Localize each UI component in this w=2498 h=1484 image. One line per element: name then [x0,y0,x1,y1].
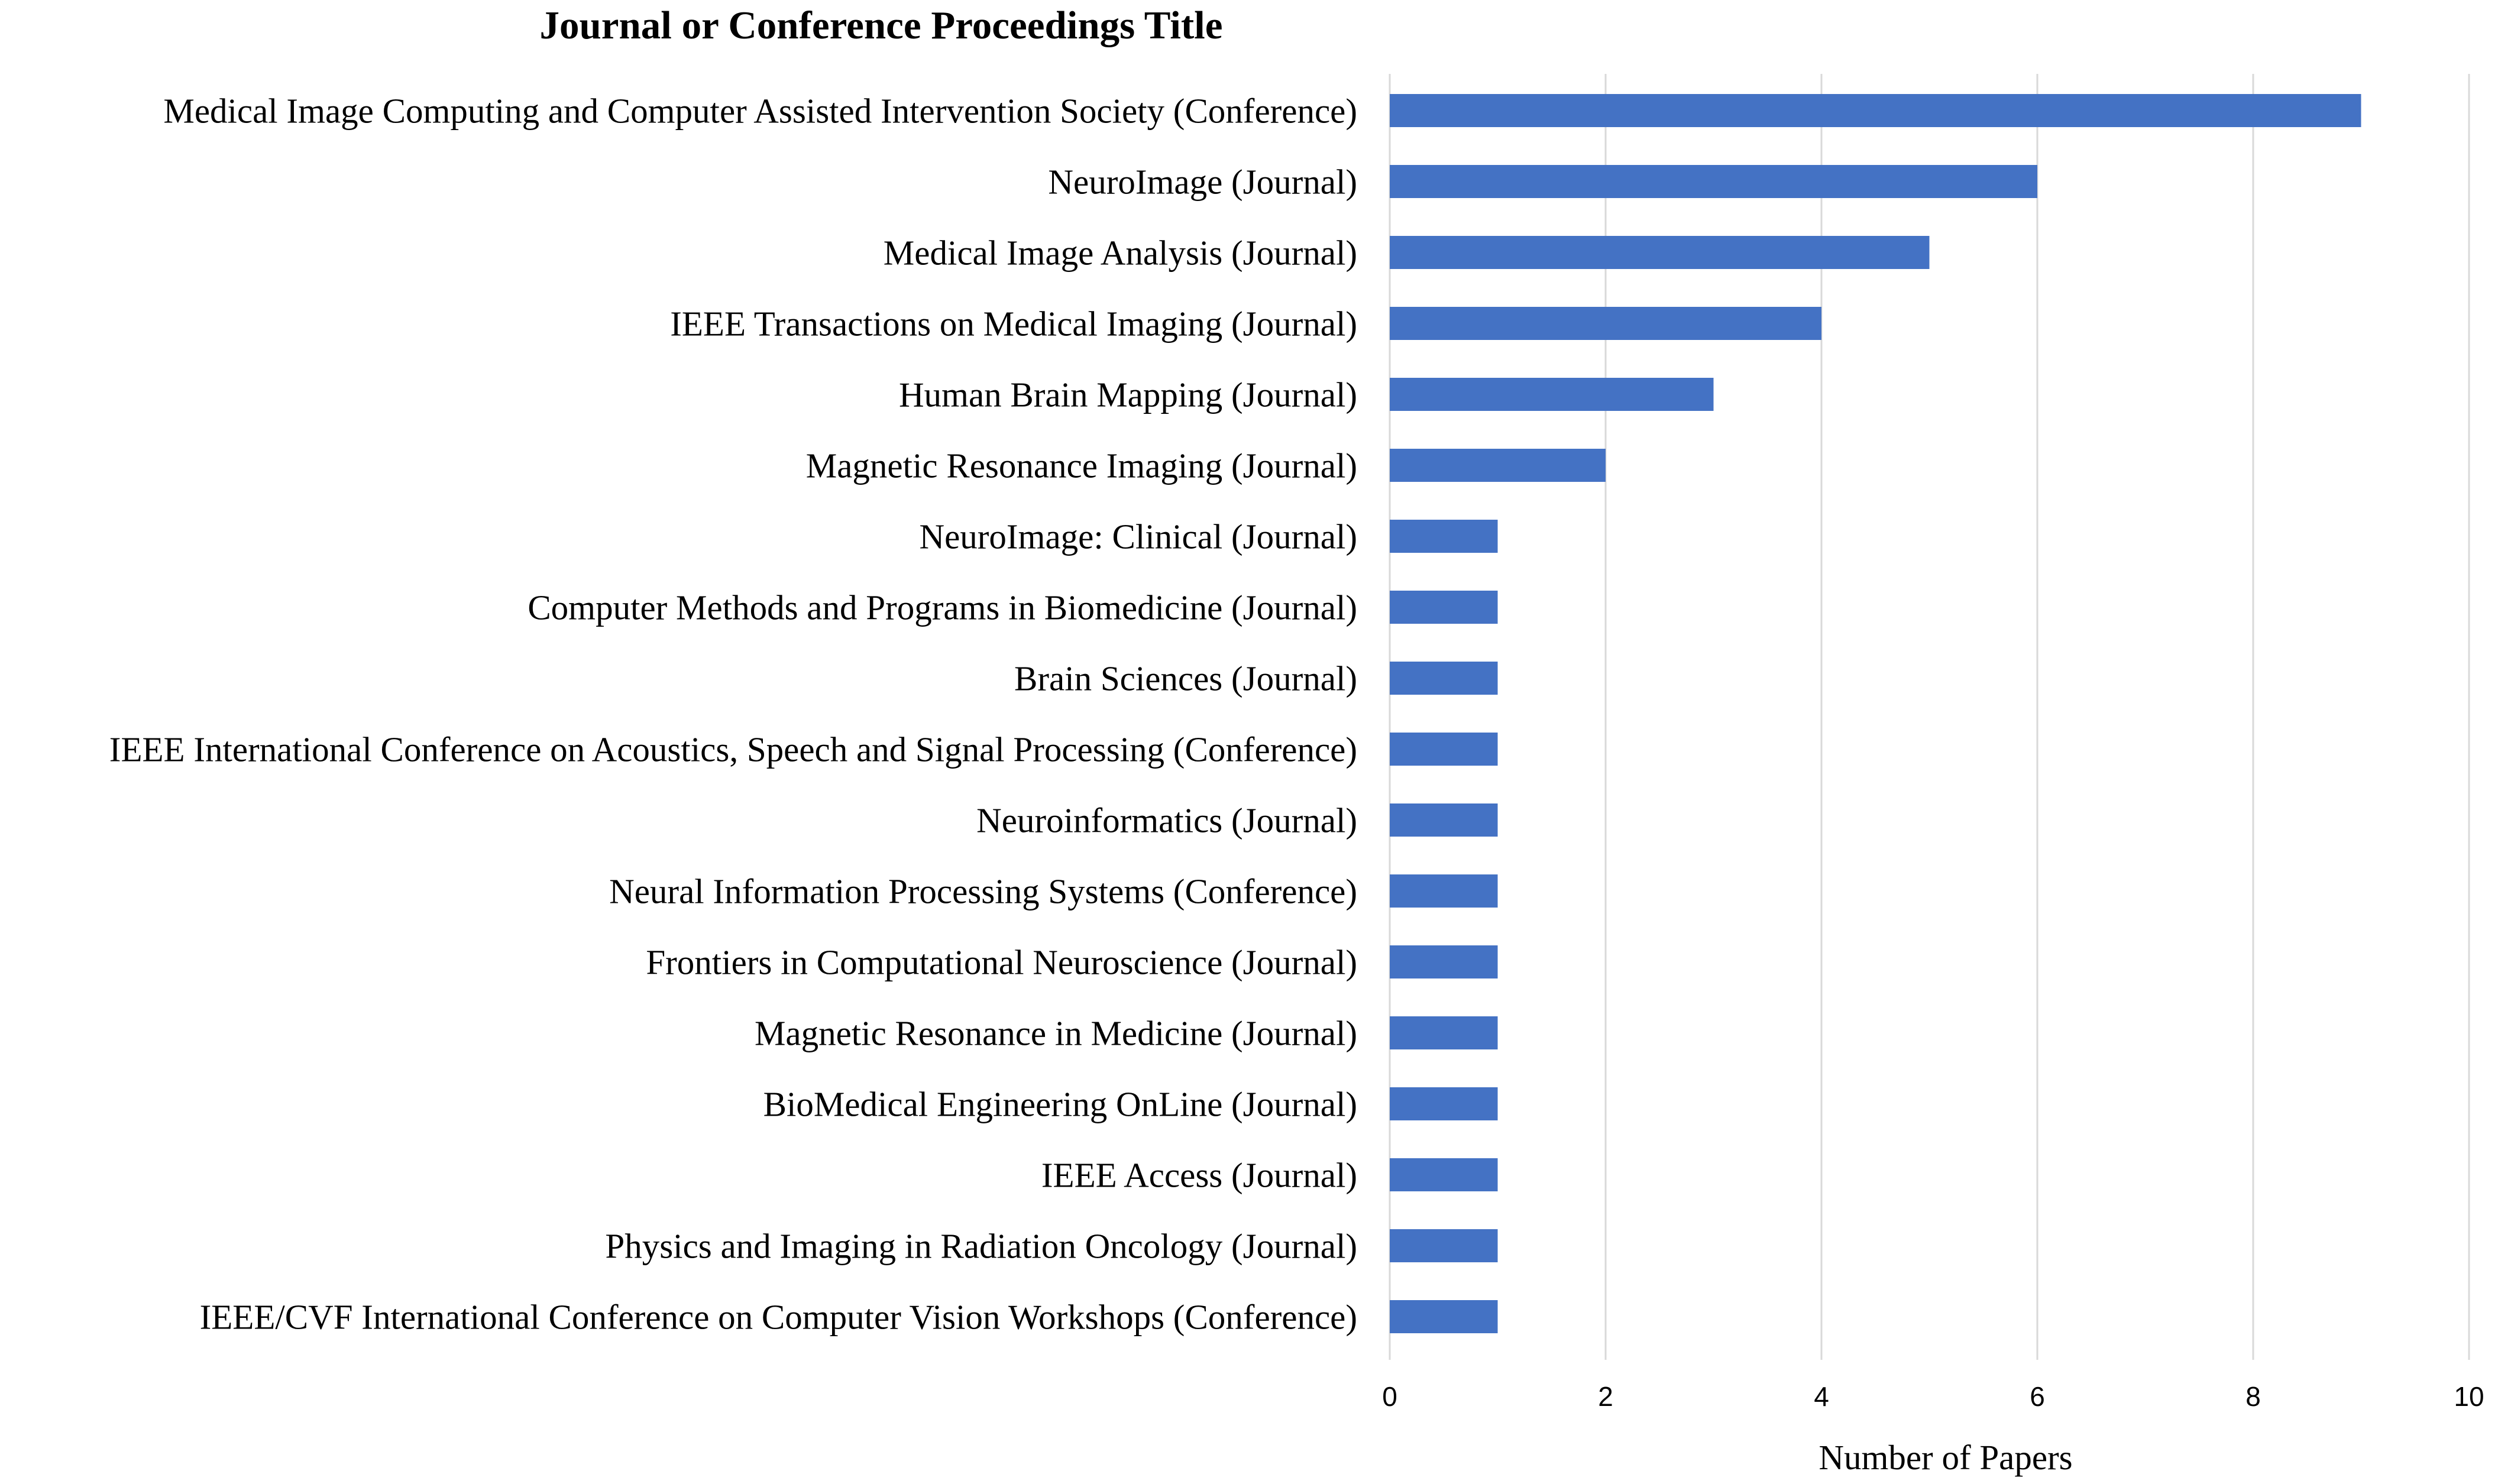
bar [1390,449,1606,482]
bar [1390,945,1498,978]
category-label: IEEE Access (Journal) [1041,1156,1357,1195]
bar [1390,803,1498,837]
category-label: Neuroinformatics (Journal) [976,801,1357,840]
bar [1390,307,1821,340]
x-tick-label: 10 [2454,1381,2484,1412]
category-label: BioMedical Engineering OnLine (Journal) [763,1085,1357,1124]
bar [1390,1087,1498,1120]
category-label: IEEE Transactions on Medical Imaging (Jo… [670,304,1357,344]
x-tick-label: 2 [1598,1381,1613,1412]
bar [1390,165,2037,198]
category-label: Neural Information Processing Systems (C… [609,872,1357,911]
bar [1390,1229,1498,1262]
bar [1390,1300,1498,1333]
x-tick-label: 0 [1382,1381,1397,1412]
bar [1390,591,1498,624]
category-label: Brain Sciences (Journal) [1014,659,1357,698]
category-label: Medical Image Computing and Computer Ass… [163,92,1357,131]
category-label: Magnetic Resonance Imaging (Journal) [806,446,1357,485]
bar [1390,733,1498,766]
bar [1390,662,1498,695]
bars [1390,94,2361,1333]
x-axis-label: Number of Papers [1819,1438,2072,1477]
bar [1390,520,1498,553]
category-label: NeuroImage: Clinical (Journal) [919,517,1357,556]
gridlines [1389,74,2470,1360]
x-tick-label: 4 [1814,1381,1829,1412]
category-label: Physics and Imaging in Radiation Oncolog… [605,1227,1357,1266]
x-tick-label: 8 [2245,1381,2261,1412]
bar [1390,94,2361,127]
category-label: Medical Image Analysis (Journal) [884,234,1357,273]
bar [1390,236,1930,269]
chart-title: Journal or Conference Proceedings Title [539,4,1222,47]
category-labels: Medical Image Computing and Computer Ass… [109,92,1357,1337]
category-label: IEEE/CVF International Conference on Com… [200,1298,1357,1337]
category-label: IEEE International Conference on Acousti… [109,730,1357,769]
bar [1390,1158,1498,1191]
bar [1390,874,1498,908]
category-label: Computer Methods and Programs in Biomedi… [528,588,1357,627]
category-label: Human Brain Mapping (Journal) [899,375,1357,414]
x-tick-label: 6 [2030,1381,2045,1412]
bar [1390,1016,1498,1049]
category-label: Frontiers in Computational Neuroscience … [646,943,1357,982]
category-label: NeuroImage (Journal) [1048,163,1357,202]
category-label: Magnetic Resonance in Medicine (Journal) [755,1014,1357,1053]
x-tick-labels: 0 2 4 6 8 10 [1382,1381,2484,1412]
bar [1390,378,1714,411]
